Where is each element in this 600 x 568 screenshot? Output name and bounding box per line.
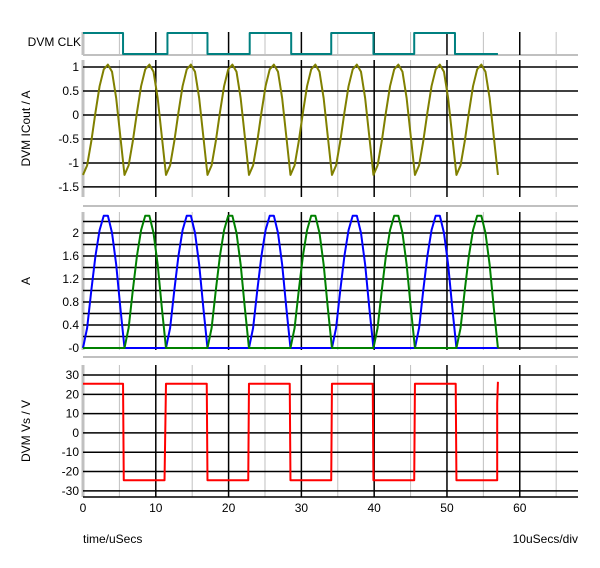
y-axis-label-vs: DVM Vs / V [19, 400, 33, 462]
y-tick-label: 0.8 [62, 295, 79, 309]
y-tick-label: 20 [66, 387, 80, 401]
y-axis-label-current: A [19, 277, 33, 285]
y-tick-label: 0 [72, 426, 79, 440]
series-icout-0 [82, 63, 499, 176]
y-tick-label: -1 [68, 156, 79, 170]
x-tick-label: 10 [149, 501, 163, 515]
x-tick-label: 30 [295, 501, 309, 515]
y-axis-label-clk: DVM CLK [28, 35, 81, 49]
y-tick-label: -1.5 [58, 180, 79, 194]
y-tick-label: 2 [72, 226, 79, 240]
y-tick-label: -10 [62, 445, 80, 459]
y-tick-label: 10 [66, 407, 80, 421]
y-tick-label: -20 [62, 465, 80, 479]
y-tick-label: 0.4 [62, 318, 79, 332]
series-current-1 [83, 214, 499, 349]
grid [81, 32, 578, 498]
labels: DVM CLK 1 0.5 0 -0.5 -1 -1.5 DVM ICout / A 2 1.6 1… [19, 35, 527, 515]
y-tick-label: 30 [66, 368, 80, 382]
y-tick-label: 0 [72, 108, 79, 122]
series-clk-0 [83, 32, 498, 55]
x-tick-label: 40 [367, 501, 381, 515]
x-tick-label: 0 [80, 501, 87, 515]
x-tick-label: 20 [222, 501, 236, 515]
y-tick-label: 1.2 [62, 272, 79, 286]
x-axis-label: time/uSecs [83, 532, 142, 546]
series-current-0 [82, 214, 498, 349]
y-tick-label: 1.6 [62, 249, 79, 263]
y-tick-label: 0.5 [62, 84, 79, 98]
series-vs-0 [83, 381, 499, 482]
x-tick-label: 50 [440, 501, 454, 515]
y-tick-label: -30 [62, 484, 80, 498]
y-axis-label-icout: DVM ICout / A [19, 90, 33, 166]
y-tick-label: 1 [72, 60, 79, 74]
y-tick-label: -0 [68, 341, 79, 355]
traces [82, 32, 499, 482]
x-tick-label: 60 [513, 501, 527, 515]
y-tick-label: -0.5 [58, 132, 79, 146]
x-scale-note: 10uSecs/div [513, 532, 578, 546]
